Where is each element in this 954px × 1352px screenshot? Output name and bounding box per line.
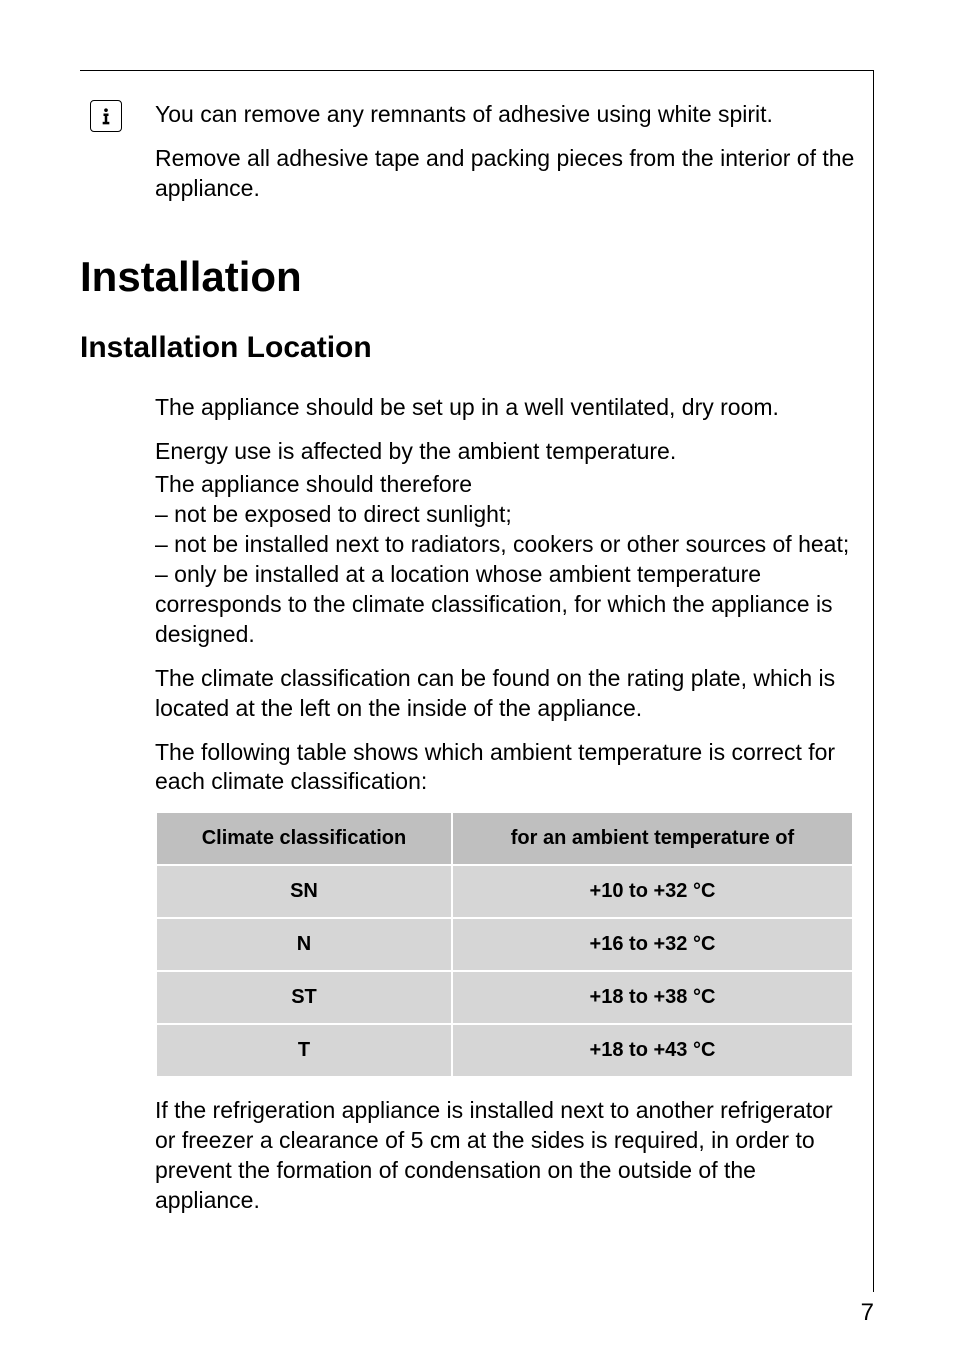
cell-temperature: +16 to +32 °C [453, 919, 852, 970]
info-icon [90, 100, 122, 132]
cell-temperature: +10 to +32 °C [453, 866, 852, 917]
table-row: T +18 to +43 °C [157, 1025, 852, 1076]
bullet-3b: corresponds to the climate classificatio… [155, 590, 854, 650]
loc-p1: The appliance should be set up in a well… [155, 393, 854, 423]
table-row: N +16 to +32 °C [157, 919, 852, 970]
body-column: The appliance should be set up in a well… [155, 393, 854, 1216]
loc-p3: The climate classification can be found … [155, 664, 854, 724]
cell-classification: N [157, 919, 451, 970]
cell-classification: ST [157, 972, 451, 1023]
table-row: ST +18 to +38 °C [157, 972, 852, 1023]
col-header-classification: Climate classification [157, 813, 451, 864]
bullet-2: – not be installed next to radiators, co… [155, 530, 854, 560]
col-header-temperature: for an ambient temperature of [453, 813, 852, 864]
info-tip-row: You can remove any remnants of adhesive … [80, 100, 874, 218]
cell-classification: SN [157, 866, 451, 917]
climate-table: Climate classification for an ambient te… [155, 811, 854, 1078]
remove-text: Remove all adhesive tape and packing pie… [155, 144, 874, 204]
loc-p5: If the refrigeration appliance is instal… [155, 1096, 854, 1216]
cell-classification: T [157, 1025, 451, 1076]
loc-p2b: The appliance should therefore [155, 470, 854, 500]
heading-installation-location: Installation Location [80, 331, 874, 365]
page-number: 7 [861, 1299, 874, 1327]
heading-installation: Installation [80, 253, 874, 301]
loc-p2a: Energy use is affected by the ambient te… [155, 437, 854, 467]
cell-temperature: +18 to +38 °C [453, 972, 852, 1023]
page: You can remove any remnants of adhesive … [0, 0, 954, 1352]
tip-text: You can remove any remnants of adhesive … [155, 100, 874, 130]
bullet-1: – not be exposed to direct sunlight; [155, 500, 854, 530]
tip-text-block: You can remove any remnants of adhesive … [155, 100, 874, 218]
info-icon-svg [96, 106, 116, 126]
bullet-3a: – only be installed at a location whose … [155, 560, 854, 590]
loc-p4: The following table shows which ambient … [155, 738, 854, 798]
table-header-row: Climate classification for an ambient te… [157, 813, 852, 864]
cell-temperature: +18 to +43 °C [453, 1025, 852, 1076]
table-row: SN +10 to +32 °C [157, 866, 852, 917]
